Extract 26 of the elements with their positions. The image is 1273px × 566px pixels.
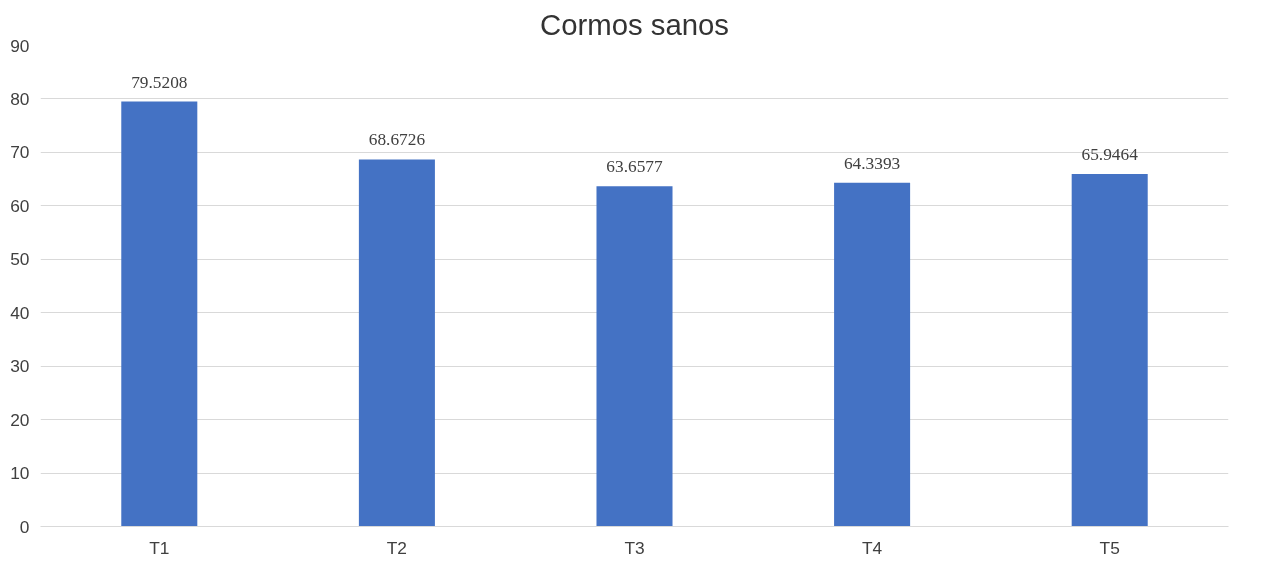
x-tick-label: T3 (624, 537, 645, 558)
x-tick-label: T4 (861, 537, 883, 558)
y-tick-label: 10 (10, 463, 30, 484)
data-label: 65.9464 (1081, 145, 1139, 165)
y-tick-label: 70 (10, 142, 30, 163)
y-tick-label: 90 (10, 35, 30, 56)
data-label: 68.6726 (368, 130, 426, 150)
y-tick-label: 60 (10, 195, 30, 216)
bar (596, 186, 673, 527)
data-label: 64.3393 (843, 153, 901, 173)
bar (1071, 174, 1148, 527)
x-tick-label: T2 (386, 537, 408, 558)
y-tick-label: 30 (10, 356, 30, 377)
y-tick-label: 50 (10, 249, 30, 270)
x-tick-label: T1 (149, 537, 170, 558)
data-label: 63.6577 (606, 157, 663, 177)
bar (358, 159, 435, 527)
y-tick-label: 40 (10, 302, 30, 323)
bar (121, 101, 198, 527)
y-tick-label: 20 (10, 409, 30, 430)
data-label: 79.5208 (131, 72, 188, 92)
y-tick-label: 0 (19, 516, 30, 537)
y-tick-label: 80 (10, 88, 30, 109)
bar (834, 182, 911, 527)
x-tick-label: T5 (1099, 537, 1120, 558)
chart-title: Cormos sanos (539, 7, 730, 41)
